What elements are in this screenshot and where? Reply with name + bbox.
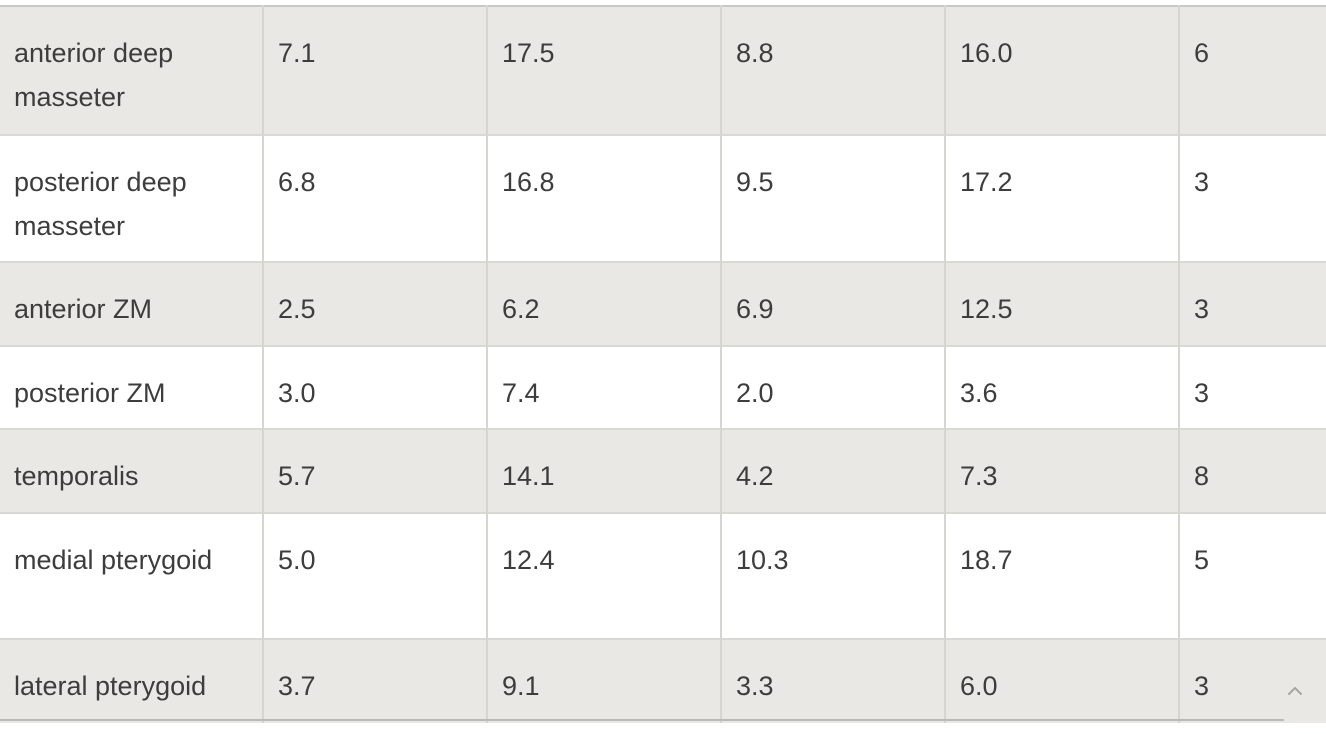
table-cell: 6.2 [486,261,721,346]
row-name: posterior ZM [0,345,263,429]
table-cell: 7.3 [944,428,1179,513]
table-cell: 10.3 [720,512,945,639]
table-row: medial pterygoid 5.0 12.4 10.3 18.7 5 [0,512,1326,639]
table-cell: 9.5 [720,134,945,262]
scroll-to-top-button[interactable] [1278,674,1312,708]
table-row: anterior ZM 2.5 6.2 6.9 12.5 3 [0,261,1326,346]
table-cell: 14.1 [486,428,721,513]
table-row: temporalis 5.7 14.1 4.2 7.3 8 [0,428,1326,513]
table-cell: 3 [1178,134,1326,262]
table-cell: 5.7 [262,428,487,513]
table-cell: 5 [1178,512,1326,639]
table-cell: 6.9 [720,261,945,346]
row-name: medial pterygoid [0,512,263,639]
row-name: lateral pterygoid [0,638,263,723]
table-cell: 5.0 [262,512,487,639]
row-name: anterior deep masseter [0,6,263,135]
table-cell: 6.0 [944,638,1179,723]
table-cell: 16.8 [486,134,721,262]
table-cell: 6 [1178,6,1326,135]
table-cell: 18.7 [944,512,1179,639]
table-bottom-border [0,719,1284,721]
table-row: lateral pterygoid 3.7 9.1 3.3 6.0 3 [0,638,1326,723]
table-cell: 7.1 [262,6,487,135]
table-cell: 8 [1178,428,1326,513]
table-cell: 3 [1178,345,1326,429]
table-cell: 12.5 [944,261,1179,346]
table-cell: 6.8 [262,134,487,262]
table-row: posterior ZM 3.0 7.4 2.0 3.6 3 [0,345,1326,429]
table-cell: 2.0 [720,345,945,429]
row-name: temporalis [0,428,263,513]
table-cell: 17.2 [944,134,1179,262]
row-name: anterior ZM [0,261,263,346]
table-cell: 3 [1178,261,1326,346]
table-cell: 8.8 [720,6,945,135]
table-cell: 4.2 [720,428,945,513]
table-cell: 12.4 [486,512,721,639]
table-cell: 17.5 [486,6,721,135]
table-cell: 3.3 [720,638,945,723]
chevron-up-icon [1288,687,1302,695]
table-cell: 9.1 [486,638,721,723]
row-name: posterior deep masseter [0,134,263,262]
table-cell: 2.5 [262,261,487,346]
table-cell: 7.4 [486,345,721,429]
data-table: anterior deep masseter 7.1 17.5 8.8 16.0… [0,5,1326,723]
table-cell: 3 [1178,638,1326,723]
table-cell: 3.6 [944,345,1179,429]
table-row: posterior deep masseter 6.8 16.8 9.5 17.… [0,134,1326,262]
table-row: anterior deep masseter 7.1 17.5 8.8 16.0… [0,6,1326,135]
table-cell: 3.7 [262,638,487,723]
table-cell: 3.0 [262,345,487,429]
table-cell: 16.0 [944,6,1179,135]
